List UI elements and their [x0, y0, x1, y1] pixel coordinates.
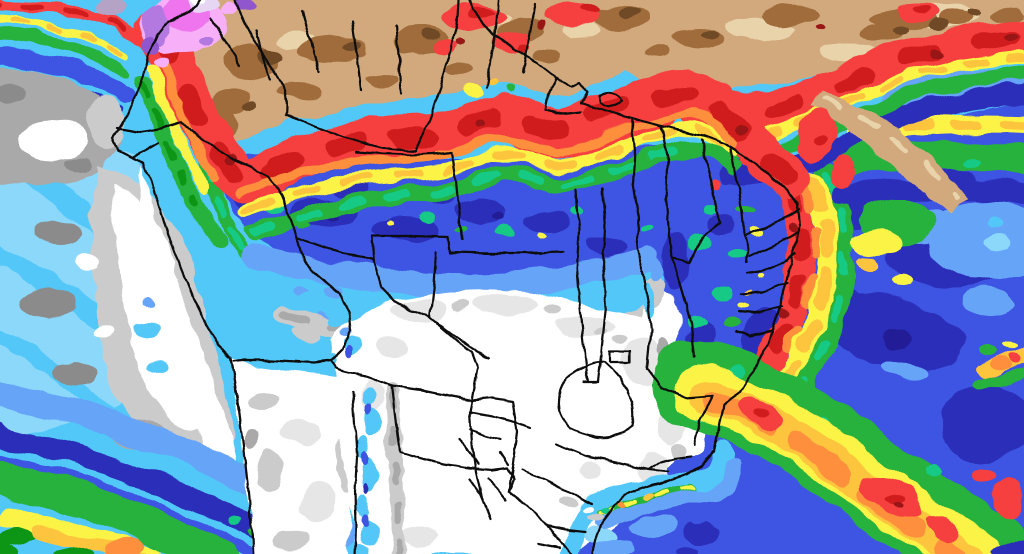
- pacific-coastline: [111, 0, 254, 554]
- extreme-rain-pink-core-colombia: [97, 0, 253, 67]
- atlantic-coastline: [469, 0, 802, 554]
- atlantic-storm-band-southeast: [651, 340, 1024, 554]
- country-borders: [115, 0, 573, 554]
- map-borders: [111, 0, 802, 554]
- state-borders: [355, 76, 802, 550]
- itcz-heavy-rain-brown-zone: [163, 0, 1024, 152]
- peru-chile-coastal-dry-strip: [232, 362, 353, 554]
- main-red-transition-band: [134, 9, 809, 251]
- pacific-dry-gray-zone: [0, 67, 238, 475]
